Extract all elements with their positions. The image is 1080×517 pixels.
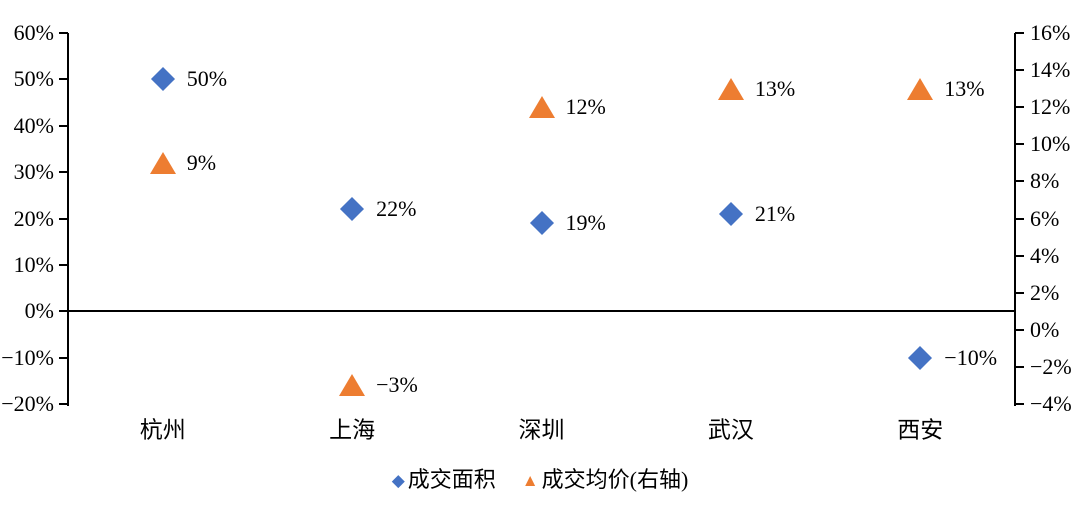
right-axis-tick — [1015, 106, 1024, 109]
right-axis-tick — [1015, 180, 1024, 183]
diamond-marker — [150, 67, 175, 92]
left-axis-tick-label: 30% — [13, 159, 54, 185]
left-axis-tick — [59, 124, 68, 127]
legend-item: ▲ 成交均价(右轴) — [522, 469, 688, 491]
right-axis-tick-label: 14% — [1030, 57, 1071, 83]
triangle-legend-icon: ▲ — [521, 470, 539, 490]
right-axis-tick-label: −4% — [1030, 391, 1072, 416]
right-axis-tick-label: 0% — [1030, 316, 1060, 342]
category-label: 杭州 — [139, 417, 186, 443]
data-label: 9% — [186, 149, 217, 175]
data-label: 12% — [565, 94, 606, 120]
data-label: 21% — [754, 200, 796, 226]
data-label: 22% — [376, 196, 417, 222]
category-label: 武汉 — [707, 417, 754, 443]
diamond-marker — [340, 197, 365, 222]
left-axis-tick-label: 0% — [24, 298, 54, 324]
right-axis-tick — [1015, 365, 1024, 368]
right-axis-tick — [1015, 32, 1024, 34]
right-axis-tick-label: 4% — [1030, 242, 1060, 268]
left-axis-tick — [59, 310, 68, 313]
right-axis-tick-label: 6% — [1030, 205, 1060, 231]
diamond-marker — [908, 345, 933, 370]
left-axis-tick-label: 50% — [13, 66, 54, 92]
left-axis-tick — [59, 32, 68, 34]
triangle-marker — [907, 77, 934, 100]
triangle-marker — [149, 151, 176, 174]
right-axis-tick-label: 2% — [1030, 279, 1060, 305]
left-axis-tick — [59, 78, 68, 81]
left-axis-tick — [59, 356, 68, 359]
right-axis-tick-label: 10% — [1030, 131, 1071, 157]
category-label: 西安 — [897, 417, 944, 443]
left-axis-tick-label: 10% — [13, 251, 54, 277]
zero-line — [68, 310, 1015, 312]
right-axis-tick — [1015, 217, 1024, 220]
right-axis-tick — [1015, 291, 1024, 294]
diamond-legend-icon: ◆ — [391, 470, 405, 490]
triangle-marker — [339, 374, 366, 397]
triangle-marker — [528, 96, 555, 119]
left-axis-tick-label: −20% — [1, 391, 54, 416]
right-axis-tick-label: 16% — [1030, 20, 1071, 45]
right-axis-tick-label: 8% — [1030, 168, 1060, 194]
right-axis-line — [1014, 33, 1016, 406]
right-axis-tick-label: −2% — [1030, 353, 1072, 379]
left-axis-tick — [59, 403, 68, 405]
category-label: 深圳 — [518, 417, 565, 443]
right-axis-tick — [1015, 143, 1024, 146]
category-label: 上海 — [329, 417, 376, 443]
right-axis-tick — [1015, 254, 1024, 257]
right-axis-tick — [1015, 403, 1024, 405]
data-label: 13% — [944, 75, 985, 101]
data-label: −3% — [376, 372, 418, 398]
legend-label: 成交面积 — [407, 467, 496, 492]
left-axis-tick — [59, 171, 68, 174]
right-axis-tick — [1015, 328, 1024, 331]
data-label: 19% — [565, 210, 606, 236]
left-axis-line — [67, 33, 69, 406]
triangle-marker — [717, 77, 744, 100]
legend-item: ◆ 成交面积 — [392, 469, 496, 491]
diamond-marker — [718, 201, 743, 226]
left-axis-tick-label: −10% — [1, 344, 54, 370]
left-axis-tick-label: 40% — [13, 112, 54, 138]
left-axis-tick-label: 20% — [13, 205, 54, 231]
right-axis-tick-label: 12% — [1030, 94, 1071, 120]
diamond-marker — [529, 211, 554, 236]
left-axis-tick-label: 60% — [13, 20, 54, 45]
data-label: 13% — [754, 75, 796, 101]
left-axis-tick — [59, 263, 68, 266]
data-label: 50% — [186, 66, 228, 92]
legend-label: 成交均价(右轴) — [541, 467, 689, 492]
right-axis-tick — [1015, 69, 1024, 72]
chart-legend: ◆ 成交面积 ▲ 成交均价(右轴) — [0, 469, 1080, 491]
data-label: −10% — [944, 344, 998, 370]
left-axis-tick — [59, 217, 68, 220]
